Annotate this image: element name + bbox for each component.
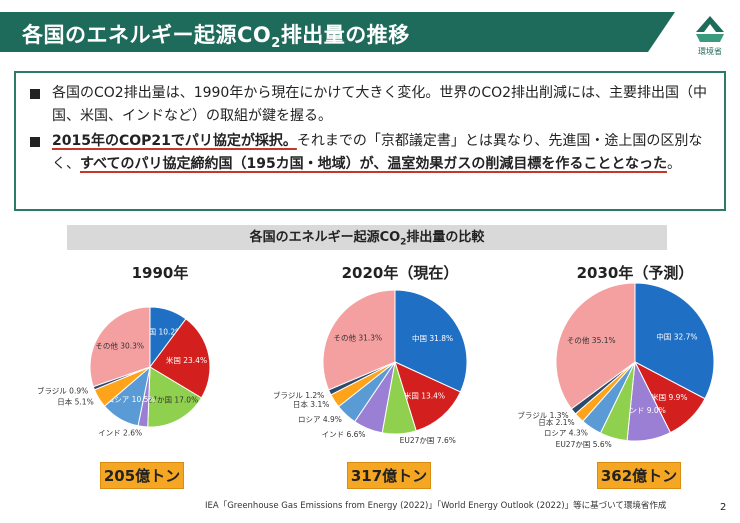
pie-chart-1990: 中国 10.2% 米国 23.4% EU27か国 17.0%ロシア 10.5% その他… bbox=[37, 306, 211, 438]
slice-label-japan: 日本 2.1% bbox=[538, 417, 574, 427]
summary-bullet: 各国のCO2排出量は、1990年から現在にかけて大きく変化。世界のCO2排出削減… bbox=[30, 82, 710, 128]
pie-slice-eu27 bbox=[147, 366, 203, 428]
slice-label-china: 中国 32.7% bbox=[656, 332, 697, 342]
slice-label-india: インド 6.6% bbox=[322, 430, 366, 439]
slice-label-china: 中国 10.2% bbox=[141, 327, 182, 337]
total-1990: 205億トン bbox=[100, 462, 184, 489]
highlight-text: すべてのパリ協定締約国（195カ国・地域）が、温室効果ガスの削減目標を作ることと… bbox=[80, 156, 667, 172]
summary-bullet: 2015年のCOP21でパリ協定が採択。それまでの「京都議定書」とは異なり、先進… bbox=[30, 130, 710, 176]
total-2030: 362億トン bbox=[597, 462, 681, 489]
slice-label-japan: 日本 5.1% bbox=[57, 396, 93, 406]
slice-label-eu27: EU27か国 7.6% bbox=[400, 436, 456, 445]
slice-label-china: 中国 31.8% bbox=[412, 333, 453, 343]
pie-slice-usa bbox=[149, 318, 211, 399]
slice-label-usa: 米国 23.4% bbox=[166, 355, 207, 365]
pie-slice-china bbox=[634, 282, 715, 400]
slice-label-eu27: EU27か国 5.6% bbox=[556, 440, 612, 449]
slice-label-brazil: ブラジル 1.3% bbox=[517, 410, 568, 420]
ministry-logo-label: 環境省 bbox=[698, 47, 722, 56]
pie-slice-others bbox=[322, 289, 396, 391]
slice-label-others: その他 31.3% bbox=[333, 332, 382, 342]
header-band bbox=[0, 12, 675, 52]
slice-label-eu27: EU27か国 17.0% bbox=[137, 396, 198, 405]
slice-label-usa: 米国 9.9% bbox=[651, 392, 687, 402]
pie-chart-2020: 中国 31.8% 米国 13.4% その他 31.3% EU27か国 7.6% インド … bbox=[273, 289, 468, 445]
summary-box: 各国のCO2排出量は、1990年から現在にかけて大きく変化。世界のCO2排出削減… bbox=[14, 71, 726, 211]
pie-slice-china bbox=[394, 289, 468, 393]
total-2020: 317億トン bbox=[347, 462, 431, 489]
slide-header: 各国のエネルギー起源CO2排出量の推移 環境省 bbox=[0, 0, 740, 62]
slice-label-russia: ロシア 4.9% bbox=[298, 415, 342, 424]
slide-title: 各国のエネルギー起源CO2排出量の推移 bbox=[22, 23, 410, 52]
slice-label-others: その他 30.3% bbox=[95, 340, 144, 350]
slice-label-russia: ロシア 4.3% bbox=[544, 429, 588, 438]
slice-label-india: インド 9.0% bbox=[622, 406, 666, 415]
slice-label-others: その他 35.1% bbox=[567, 335, 616, 345]
slice-label-japan: 日本 3.1% bbox=[293, 399, 329, 409]
bullet-square-icon bbox=[30, 137, 40, 147]
ministry-logo-icon bbox=[696, 16, 724, 42]
comparison-title: 各国のエネルギー起源CO2排出量の比較 bbox=[67, 225, 667, 250]
bullet-square-icon bbox=[30, 89, 40, 99]
year-title-2030: 2030年（予測） bbox=[576, 264, 694, 282]
page-number: 2 bbox=[720, 502, 727, 513]
pie-slice-others bbox=[555, 282, 636, 410]
slice-label-russia: ロシア 10.5% bbox=[107, 395, 156, 404]
year-title-2020: 2020年（現在） bbox=[341, 264, 459, 282]
year-title-1990: 1990年 bbox=[131, 264, 189, 282]
slice-label-usa: 米国 13.4% bbox=[404, 391, 445, 401]
slice-label-brazil: ブラジル 1.2% bbox=[273, 390, 324, 400]
source-note: IEA「Greenhouse Gas Emissions from Energy… bbox=[205, 501, 667, 511]
slice-label-india: インド 2.6% bbox=[98, 429, 142, 438]
pie-slice-others bbox=[89, 306, 151, 388]
pie-chart-2030: 中国 32.7% 米国 9.9% インド 9.0% その他 35.1% EU27か国 5… bbox=[517, 282, 715, 449]
highlight-text: 2015年のCOP21でパリ協定が採択。 bbox=[52, 133, 297, 149]
slice-label-brazil: ブラジル 0.9% bbox=[37, 385, 88, 395]
